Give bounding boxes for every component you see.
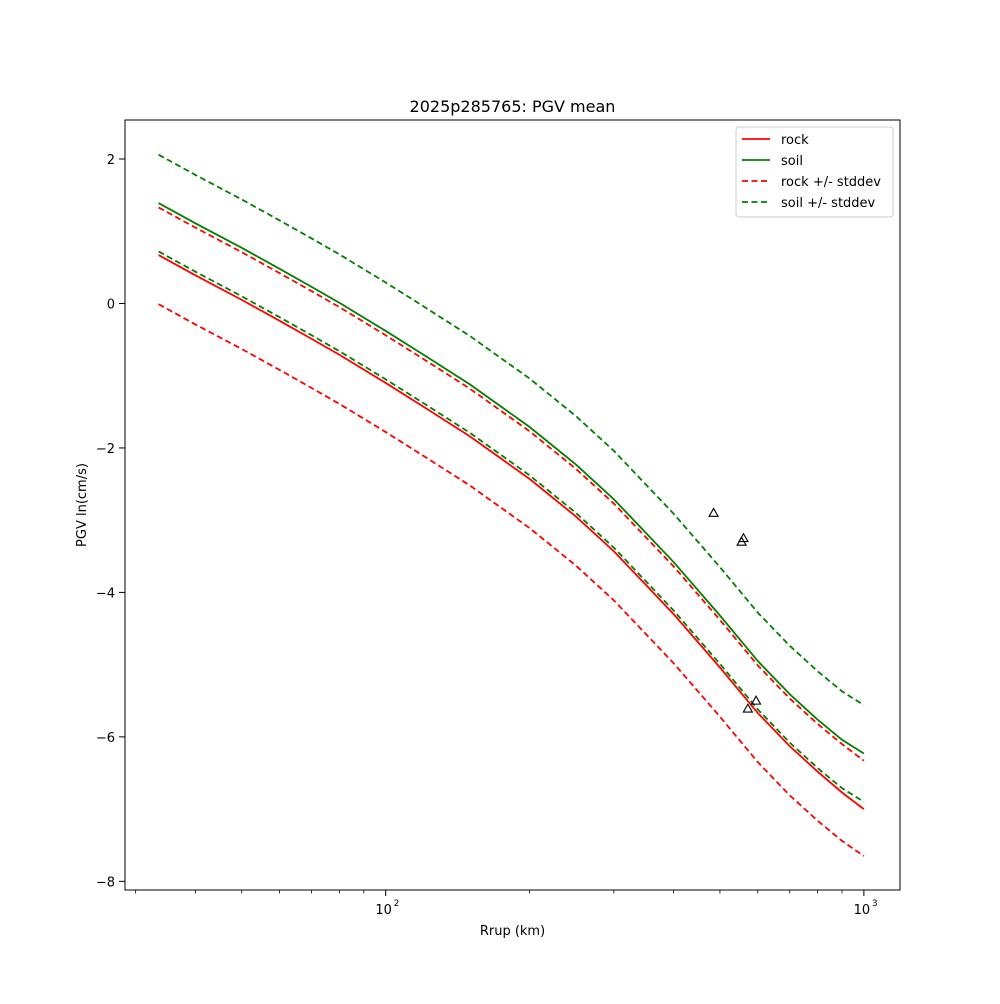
legend: rock soil rock +/- stddev soil +/- stddev	[735, 126, 894, 218]
y-tick-label-1: 2	[107, 153, 115, 168]
legend-label-2: soil	[781, 154, 803, 169]
legend-label-3: rock +/- stddev	[781, 175, 881, 190]
x-tick-label-2: 10	[854, 903, 871, 918]
y-tick-label-4: −4	[96, 586, 115, 601]
x-tick-exponent-1: 2	[394, 899, 400, 909]
series-line-1	[158, 254, 865, 810]
legend-label-1: rock	[781, 133, 809, 148]
series-line-3	[158, 206, 865, 762]
x-tick-label-1: 10	[375, 903, 392, 918]
series-line-2	[158, 202, 865, 755]
x-axis-label: Rrup (km)	[480, 924, 545, 939]
y-tick-label-6: −8	[96, 875, 115, 890]
legend-box	[735, 126, 894, 218]
chart-title: 2025p285765: PGV mean	[410, 97, 616, 116]
y-tick-label-2: 0	[107, 297, 115, 312]
series-line-6	[158, 250, 865, 803]
plot-frame	[124, 119, 901, 891]
axis-layer: 10 2 10 320−2−4−6−8	[96, 153, 878, 918]
y-axis-label: PGV ln(cm/s)	[75, 463, 90, 547]
series-line-4	[158, 303, 865, 857]
observation-point-4	[750, 695, 762, 705]
y-tick-label-5: −6	[96, 731, 115, 746]
plot-layer	[158, 153, 865, 857]
observation-point-5	[742, 703, 754, 713]
legend-label-4: soil +/- stddev	[781, 196, 876, 211]
series-line-5	[158, 153, 865, 706]
observation-point-1	[708, 507, 720, 517]
x-tick-exponent-2: 3	[872, 899, 878, 909]
observation-point-3	[736, 536, 748, 546]
y-tick-label-3: −2	[96, 442, 115, 457]
